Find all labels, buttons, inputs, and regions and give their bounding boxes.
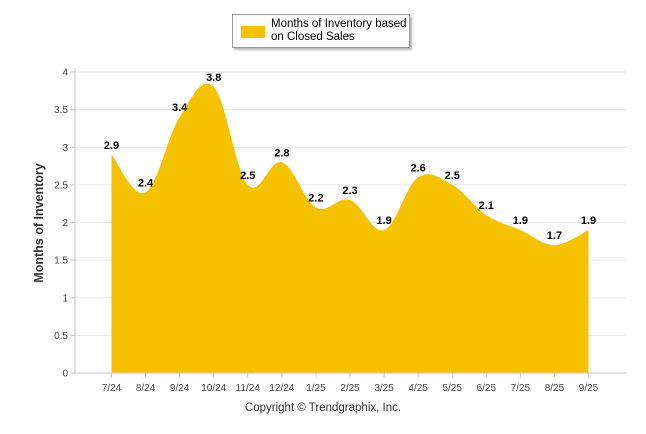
data-label-5: 2.8	[274, 147, 289, 159]
legend-swatch	[241, 26, 265, 38]
y-tick-label-0: 0	[62, 369, 68, 380]
data-label-10: 2.5	[445, 170, 460, 182]
y-tick-label-7: 3.5	[54, 105, 68, 116]
x-tick-label-10: 5/25	[442, 383, 462, 394]
data-label-14: 1.9	[581, 215, 596, 227]
x-tick-label-9: 4/25	[408, 383, 428, 394]
y-axis-ticks: 0 0.5 1 1.5 2 2.5 3 3.5 4	[54, 68, 75, 380]
x-tick-label-14: 9/25	[579, 383, 599, 394]
x-tick-label-3: 10/24	[201, 383, 226, 394]
data-label-4: 2.5	[240, 170, 255, 182]
x-tick-label-0: 7/24	[102, 383, 122, 394]
area-fill	[111, 83, 589, 373]
x-axis-ticks: 7/24 8/24 9/24 10/24 11/24 12/24 1/25 2/25 3/25 4…	[102, 373, 599, 394]
data-label-11: 2.1	[479, 200, 494, 212]
data-label-8: 1.9	[376, 215, 391, 227]
x-tick-label-12: 7/25	[511, 383, 531, 394]
data-labels: 2.9 2.4 3.4 3.8 2.5 2.8 2.2 2.3 1.9 2.6 2.5 2.1 1.9 1…	[104, 72, 596, 242]
data-label-1: 2.4	[138, 177, 154, 189]
y-tick-label-4: 2	[62, 218, 68, 229]
data-label-6: 2.2	[308, 192, 323, 204]
legend-label: Months of Inventory based on Closed Sale…	[271, 18, 407, 44]
area-series	[111, 83, 589, 373]
y-tick-label-6: 3	[62, 143, 68, 154]
copyright-footer: Copyright © Trendgraphix, Inc.	[244, 402, 402, 414]
y-axis-title: Months of Inventory	[32, 163, 46, 282]
data-label-12: 1.9	[513, 215, 528, 227]
y-tick-label-2: 1	[62, 293, 68, 304]
data-label-7: 2.3	[342, 185, 357, 197]
legend[interactable]: Months of Inventory based on Closed Sale…	[232, 14, 410, 48]
legend-label-line-1: Months of Inventory based	[271, 18, 407, 30]
y-tick-label-5: 2.5	[54, 180, 68, 191]
data-label-9: 2.6	[410, 162, 425, 174]
x-tick-label-1: 8/24	[136, 383, 156, 394]
data-label-13: 1.7	[547, 230, 562, 242]
x-tick-label-7: 2/25	[340, 383, 360, 394]
data-label-0: 2.9	[104, 140, 119, 152]
data-label-3: 3.8	[206, 72, 221, 84]
y-tick-label-8: 4	[62, 68, 68, 79]
x-tick-label-13: 8/25	[545, 383, 565, 394]
x-tick-label-6: 1/25	[306, 383, 326, 394]
x-tick-label-8: 3/25	[374, 383, 394, 394]
legend-label-line-2: on Closed Sales	[271, 31, 355, 43]
y-tick-label-3: 1.5	[54, 256, 68, 267]
y-tick-label-1: 0.5	[54, 331, 68, 342]
x-tick-label-4: 11/24	[236, 383, 261, 394]
x-tick-label-2: 9/24	[170, 383, 190, 394]
x-tick-label-5: 12/24	[269, 383, 294, 394]
data-label-2: 3.4	[172, 102, 188, 114]
x-tick-label-11: 6/25	[477, 383, 497, 394]
